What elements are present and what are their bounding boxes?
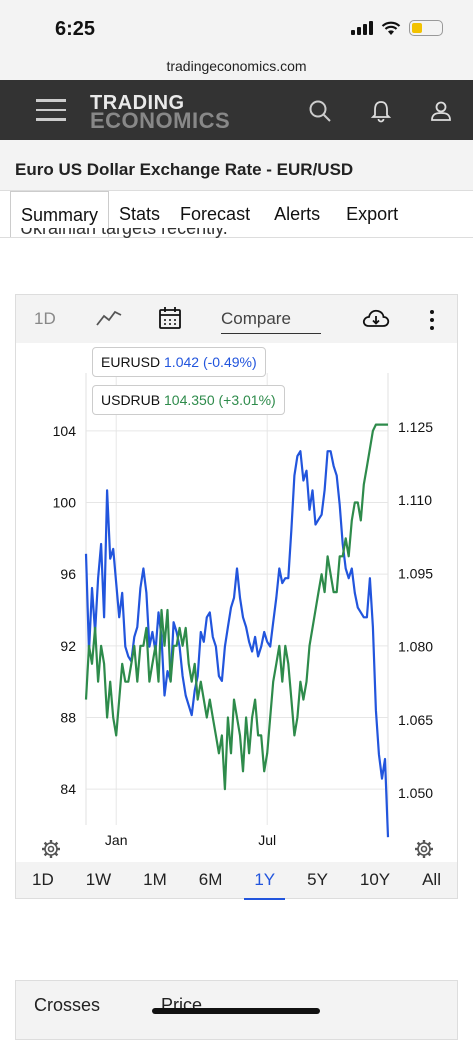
legend-eurusd-value: 1.042 (-0.49%)	[164, 354, 257, 370]
range-selector: 1D 1W 1M 6M 1Y 5Y 10Y All	[16, 862, 457, 900]
series-line-eurusd	[84, 450, 390, 838]
left-axis-settings-icon[interactable]	[40, 838, 62, 860]
x-axis-tick-label: Jul	[258, 832, 276, 848]
title-bar	[0, 140, 473, 190]
logo-top: TRADING	[90, 92, 185, 114]
left-axis-tick-label: 96	[60, 566, 76, 582]
status-icons	[351, 20, 443, 36]
right-axis-tick-label: 1.125	[398, 419, 433, 435]
cellular-signal-icon	[351, 21, 373, 35]
right-axis-tick-label: 1.050	[398, 785, 433, 801]
status-time: 6:25	[55, 18, 96, 40]
left-axis-tick-label: 104	[53, 423, 77, 439]
range-10y[interactable]: 10Y	[359, 870, 391, 889]
range-6m[interactable]: 6M	[198, 870, 223, 889]
range-1y[interactable]: 1Y	[244, 864, 285, 900]
status-bar: 6:25	[0, 0, 473, 52]
logo-bottom: ECONOMICS	[90, 108, 231, 133]
left-axis-tick-label: 100	[53, 495, 77, 511]
tab-stats[interactable]: Stats	[119, 204, 161, 224]
tab-forecast[interactable]: Forecast	[180, 204, 251, 224]
interval-selector[interactable]: 1D	[34, 309, 56, 328]
menu-icon[interactable]	[36, 99, 66, 121]
chart-card: 1D Compare 104 1.125 100 1.110 96 1.095 92 1.08…	[15, 294, 458, 900]
compare-input[interactable]: Compare	[221, 309, 321, 334]
battery-icon	[409, 20, 443, 36]
tab-export[interactable]: Export	[346, 204, 399, 224]
legend-eurusd: EURUSD 1.042 (-0.49%)	[92, 347, 266, 377]
tab-alerts[interactable]: Alerts	[274, 204, 321, 224]
left-axis-tick-label: 92	[60, 638, 76, 654]
site-logo[interactable]: TRADING ECONOMICS	[90, 92, 231, 133]
range-1m[interactable]: 1M	[143, 870, 167, 889]
right-axis-tick-label: 1.095	[398, 565, 433, 581]
url-bar[interactable]: tradingeconomics.com	[0, 52, 473, 80]
left-axis-tick-label: 88	[60, 710, 76, 726]
crosses-column-header: Crosses	[34, 995, 101, 1015]
tab-summary[interactable]: Summary	[10, 191, 110, 237]
chart-plot: 104 1.125 100 1.110 96 1.095 92 1.080 88 1.065 84 1…	[53, 373, 433, 848]
article-text-fragment: Ukrainian targets recently.	[20, 228, 228, 238]
top-nav: TRADING ECONOMICS	[0, 80, 473, 140]
x-axis-tick-label: Jan	[105, 832, 128, 848]
range-5y[interactable]: 5Y	[307, 870, 328, 889]
more-options-icon[interactable]	[426, 309, 438, 331]
home-indicator	[152, 1008, 320, 1014]
chart-toolbar: 1D Compare	[16, 295, 457, 343]
search-icon[interactable]	[307, 98, 333, 124]
wifi-icon	[381, 21, 401, 35]
right-axis-settings-icon[interactable]	[413, 838, 435, 860]
user-icon[interactable]	[428, 98, 454, 124]
legend-usdrub: USDRUB 104.350 (+3.01%)	[92, 385, 285, 415]
tab-bar: Summary Stats Forecast Alerts Export	[0, 190, 473, 238]
legend-usdrub-symbol: USDRUB	[101, 392, 161, 408]
legend-usdrub-value: 104.350 (+3.01%)	[164, 392, 276, 408]
right-axis-tick-label: 1.110	[398, 492, 432, 508]
calendar-icon[interactable]	[158, 306, 182, 330]
range-1w[interactable]: 1W	[85, 870, 112, 889]
right-axis-tick-label: 1.065	[398, 712, 433, 728]
page-title: Euro US Dollar Exchange Rate - EUR/USD	[15, 160, 354, 179]
left-axis-tick-label: 84	[60, 781, 76, 797]
range-1d[interactable]: 1D	[31, 870, 54, 889]
range-all[interactable]: All	[422, 870, 441, 889]
line-chart-type-icon[interactable]	[96, 308, 122, 328]
legend-eurusd-symbol: EURUSD	[101, 354, 161, 370]
bell-icon[interactable]	[368, 98, 394, 124]
right-axis-tick-label: 1.080	[398, 639, 433, 655]
series-line-usdrub	[84, 423, 388, 791]
cloud-download-icon[interactable]	[361, 307, 391, 329]
